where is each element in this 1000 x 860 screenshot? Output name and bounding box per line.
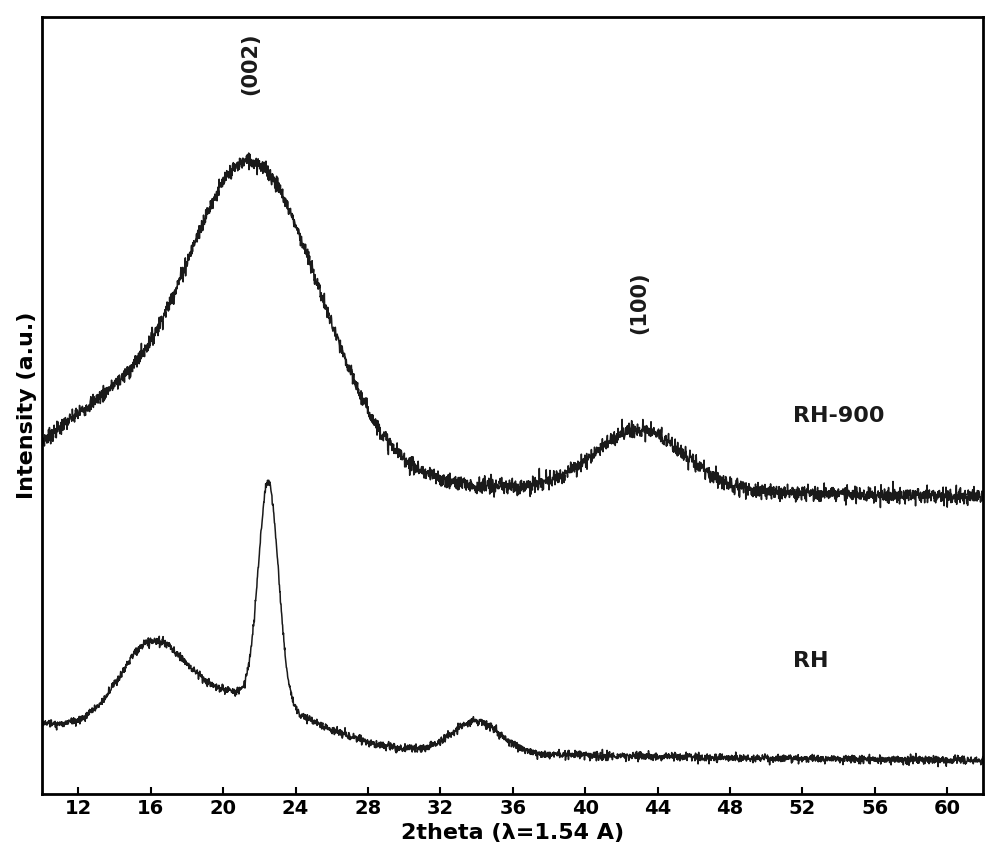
Text: (100): (100) xyxy=(629,271,649,334)
Text: RH: RH xyxy=(793,651,829,671)
Text: RH-900: RH-900 xyxy=(793,406,885,426)
Y-axis label: Intensity (a.u.): Intensity (a.u.) xyxy=(17,311,37,499)
X-axis label: 2theta (λ=1.54 A): 2theta (λ=1.54 A) xyxy=(401,823,624,844)
Text: (002): (002) xyxy=(240,33,260,95)
